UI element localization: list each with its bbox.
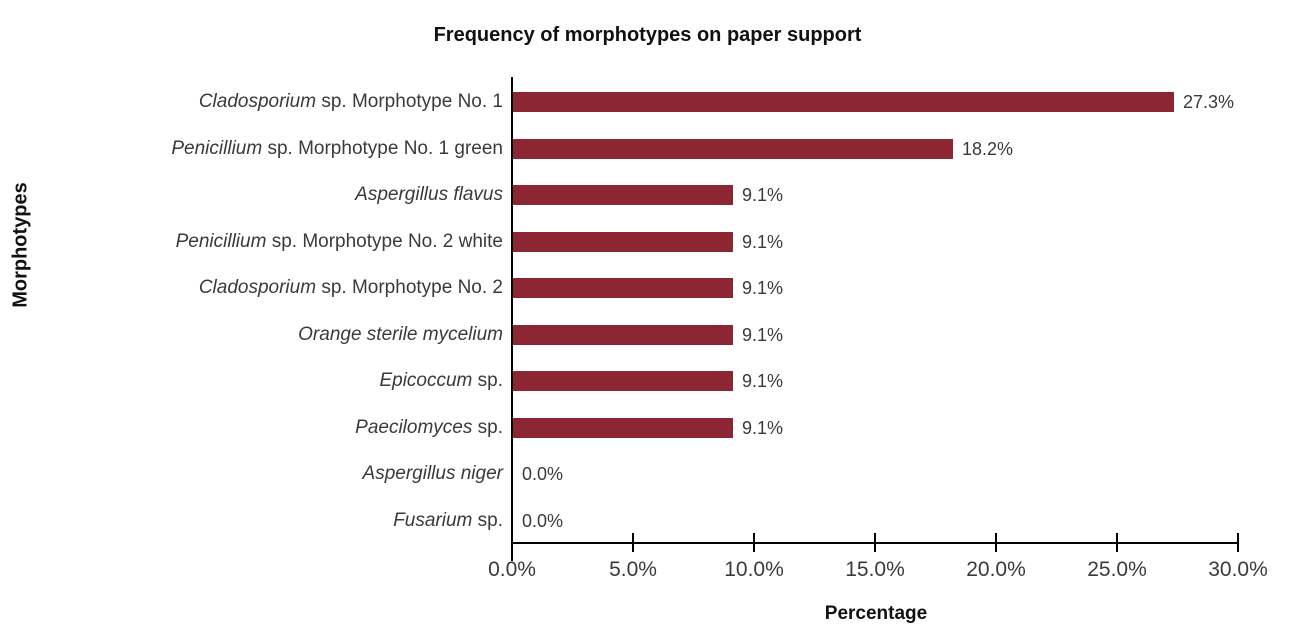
taxon-name: Penicillium — [171, 137, 263, 159]
x-tick-label: 10.0% — [724, 558, 784, 581]
bar — [513, 185, 733, 206]
x-axis-tick — [511, 533, 513, 552]
chart-title: Frequency of morphotypes on paper suppor… — [433, 24, 862, 46]
x-tick-label: 20.0% — [966, 558, 1026, 581]
taxon-name: Aspergillus flavus — [355, 184, 503, 206]
category-label: Aspergillus flavus — [0, 183, 503, 207]
y-axis-line — [511, 77, 513, 561]
value-label: 9.1% — [742, 185, 784, 206]
value-label: 9.1% — [742, 231, 784, 252]
x-axis-tick — [874, 533, 876, 552]
taxon-name: Orange sterile mycelium — [298, 323, 503, 345]
bar — [513, 92, 1174, 112]
value-label: 18.2% — [962, 138, 1014, 159]
label-text: sp. — [472, 510, 503, 532]
taxon-name: Paecilomyces — [355, 416, 473, 438]
taxon-name: Cladosporium — [198, 277, 317, 299]
taxon-name: Penicillium — [175, 230, 267, 252]
bar — [513, 231, 733, 252]
bar — [513, 278, 733, 299]
category-label: Fusarium sp. — [0, 509, 503, 533]
label-text: sp. Morphotype No. 1 green — [262, 137, 503, 159]
category-label: Penicillium sp. Morphotype No. 2 white — [0, 230, 503, 254]
x-axis-tick — [753, 533, 755, 552]
value-label: 9.1% — [742, 278, 784, 299]
category-label: Aspergillus niger — [0, 462, 503, 486]
label-text: sp. — [472, 370, 503, 392]
category-label: Penicillium sp. Morphotype No. 1 green — [0, 137, 503, 161]
value-label: 9.1% — [742, 417, 784, 438]
label-text: sp. Morphotype No. 1 — [316, 91, 503, 112]
category-label: Paecilomyces sp. — [0, 416, 503, 440]
x-tick-label: 30.0% — [1208, 558, 1268, 581]
bar — [513, 371, 733, 392]
value-label: 9.1% — [742, 324, 784, 345]
taxon-name: Fusarium — [393, 510, 473, 532]
x-tick-label: 5.0% — [609, 558, 657, 581]
value-label: 27.3% — [1183, 92, 1235, 112]
x-axis-title: Percentage — [824, 603, 928, 624]
taxon-name: Cladosporium — [198, 91, 317, 112]
x-axis-tick — [1116, 533, 1118, 552]
category-label: Epicoccum sp. — [0, 369, 503, 393]
bar — [513, 324, 733, 345]
category-label: Orange sterile mycelium — [0, 323, 503, 347]
x-tick-label: 15.0% — [845, 558, 905, 581]
taxon-name: Epicoccum — [379, 370, 473, 392]
bar — [513, 417, 733, 438]
label-text: sp. Morphotype No. 2 white — [266, 230, 503, 252]
category-label: Cladosporium sp. Morphotype No. 1 — [0, 90, 503, 114]
x-tick-label: 0.0% — [488, 558, 536, 581]
x-axis-tick — [995, 533, 997, 552]
value-label: 9.1% — [742, 371, 784, 392]
value-label: 0.0% — [522, 464, 564, 485]
x-tick-label: 25.0% — [1087, 558, 1147, 581]
taxon-name: Aspergillus niger — [362, 463, 503, 485]
bar — [513, 138, 953, 159]
value-label: 0.0% — [522, 511, 564, 532]
category-label: Cladosporium sp. Morphotype No. 2 — [0, 276, 503, 300]
label-text: sp. — [472, 416, 503, 438]
x-axis-tick — [632, 533, 634, 552]
label-text: sp. Morphotype No. 2 — [316, 277, 503, 299]
x-axis-tick — [1237, 533, 1239, 552]
